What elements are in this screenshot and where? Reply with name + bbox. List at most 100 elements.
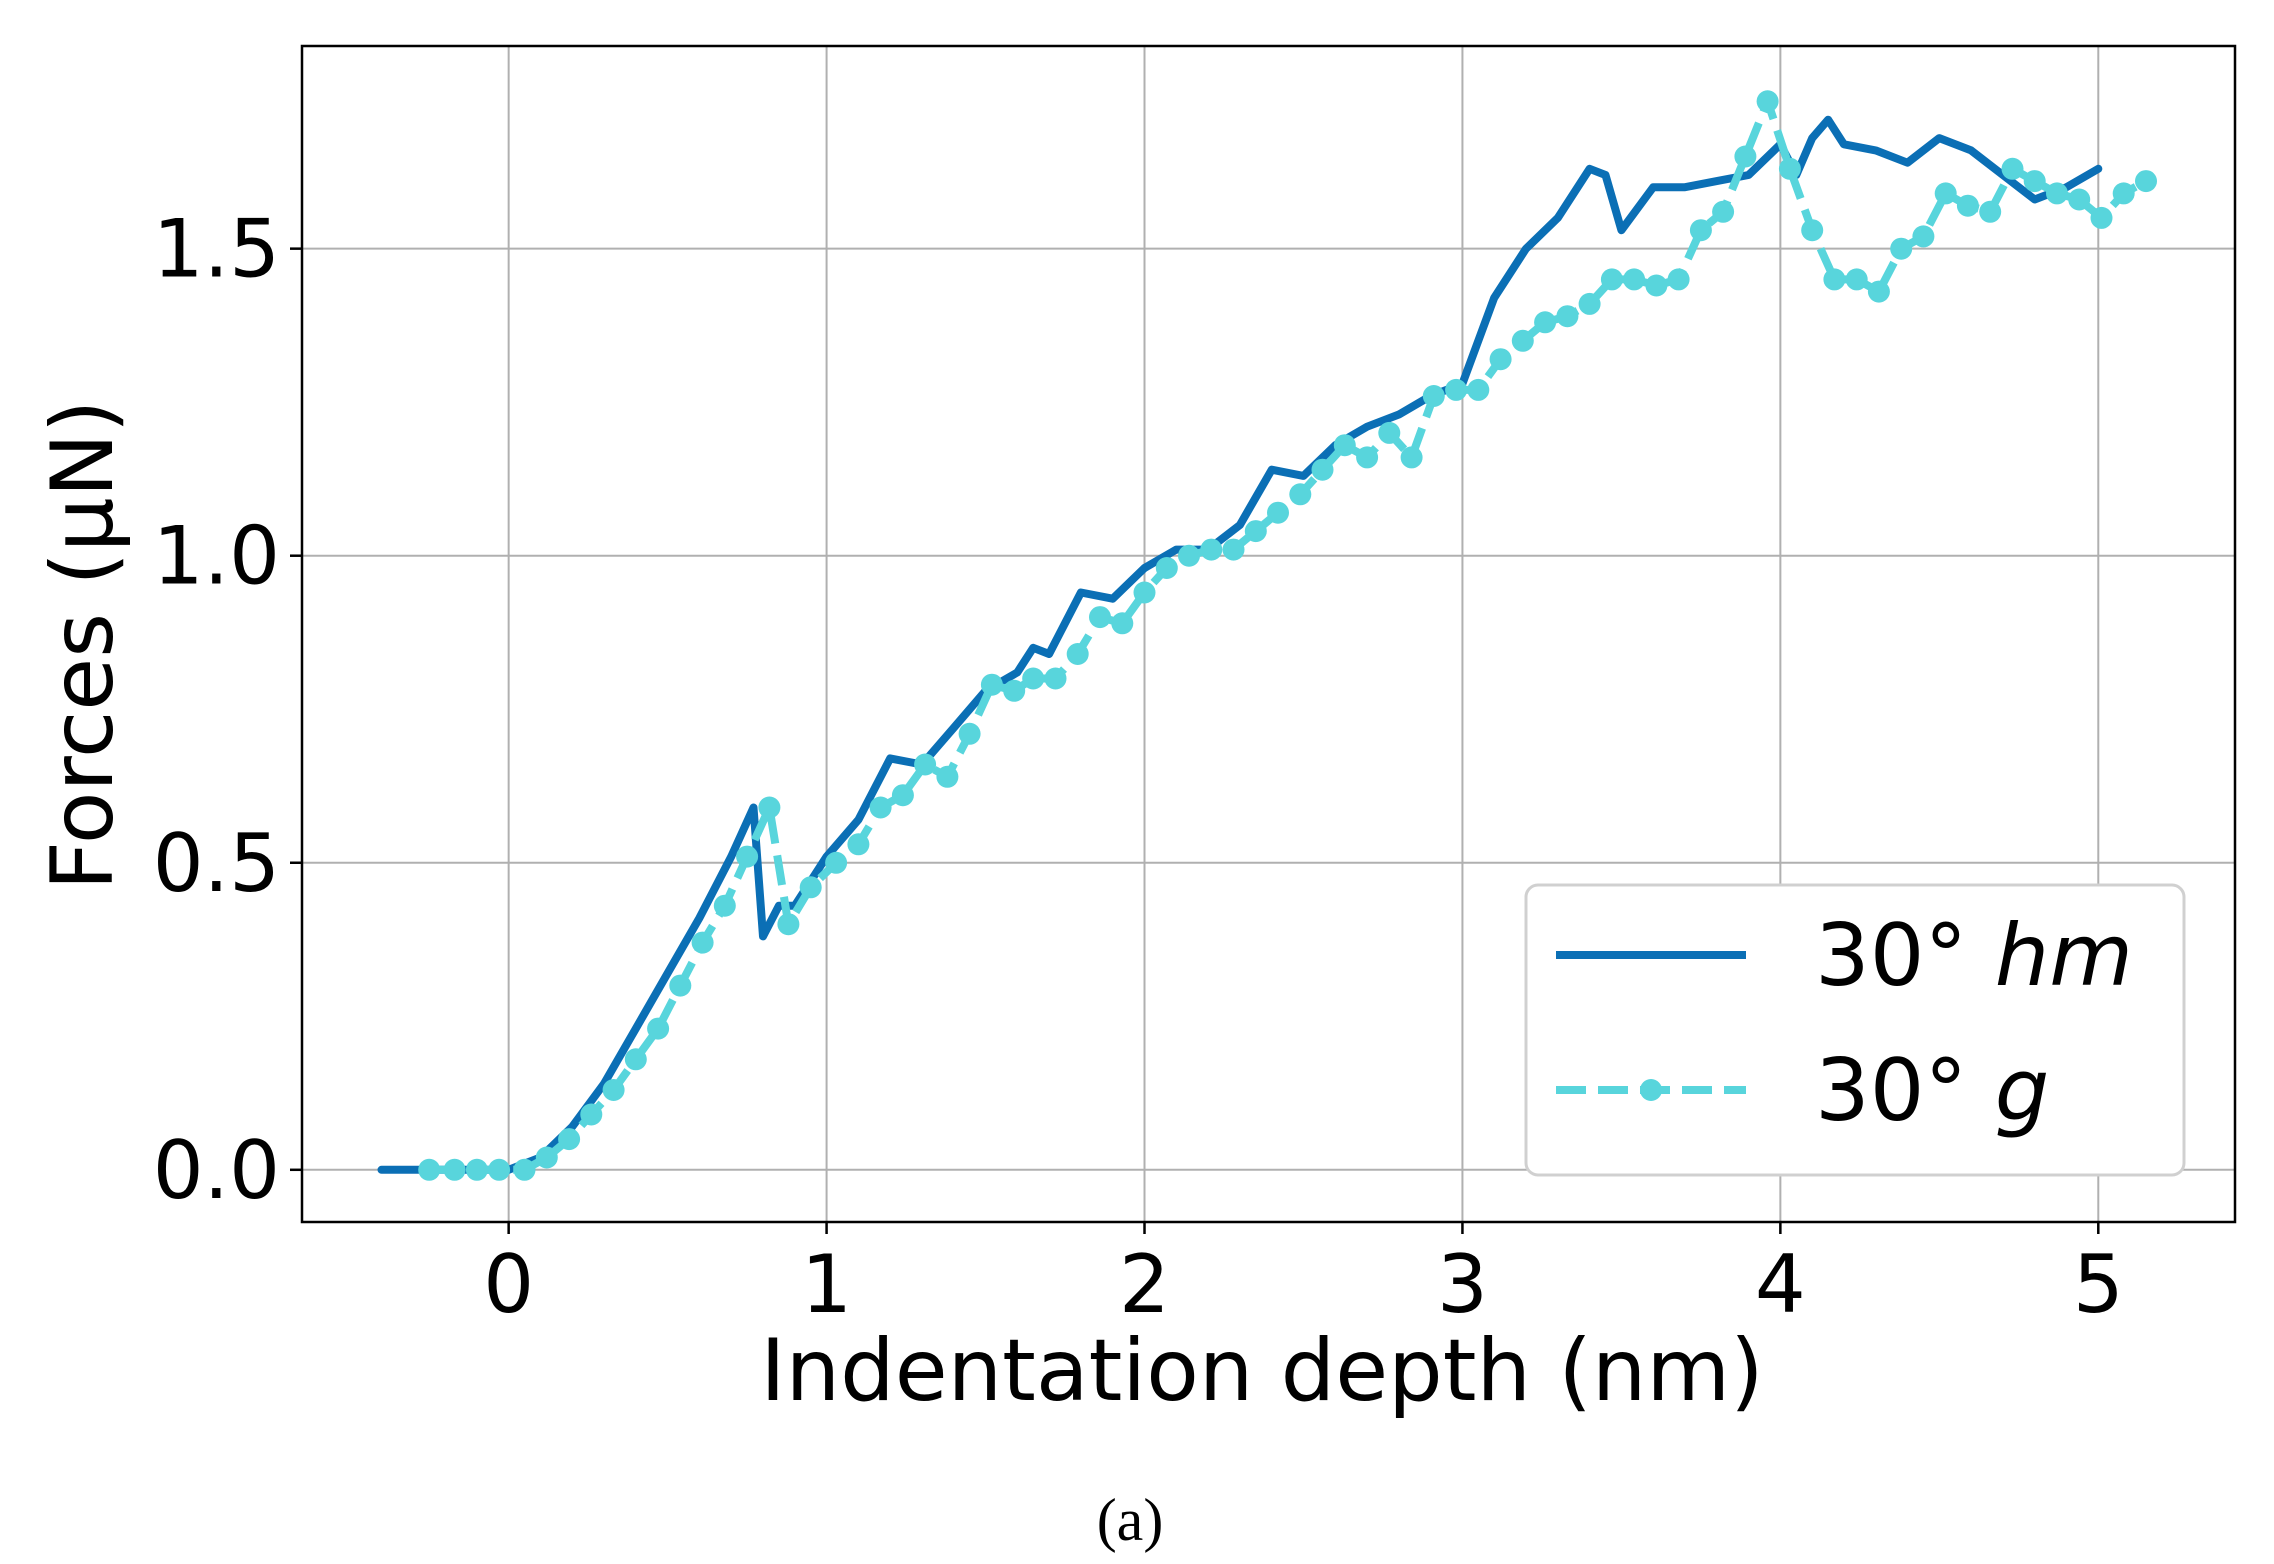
data-point-g-73 [2046,182,2068,205]
data-point-g-21 [891,784,914,807]
data-point-g-37 [1244,520,1267,543]
data-point-g-42 [1356,446,1379,469]
data-point-g-60 [1756,90,1779,113]
data-point-g-0 [418,1158,441,1181]
data-point-g-75 [2090,206,2113,229]
data-point-g-25 [980,673,1003,696]
data-point-g-57 [1689,219,1712,242]
plot-frame [300,44,2237,1224]
legend-g-marker [1640,1079,1662,1101]
data-point-g-2 [465,1158,488,1181]
data-point-g-39 [1289,483,1312,506]
data-point-g-69 [1956,194,1979,217]
legend-g-label: 30° g [1815,1041,2049,1141]
data-point-g-67 [1912,225,1935,248]
y-axis-label: Forces (μN) [33,400,133,891]
data-point-g-64 [1845,268,1868,291]
figure-caption: (a) [1097,1487,1164,1553]
data-point-g-26 [1003,679,1026,702]
data-point-g-61 [1778,157,1801,180]
data-point-g-51 [1556,305,1579,328]
x-tick-label-3: 3 [1437,1238,1488,1331]
legend: 30° hm 30° g [1524,883,2186,1177]
data-point-g-49 [1511,329,1534,352]
data-point-g-72 [2023,170,2046,193]
legend-hm-label: 30° hm [1815,906,2133,1006]
y-tick-label-2: 1.0 [153,510,280,603]
x-tick-label-2: 2 [1119,1238,1170,1331]
data-point-g-9 [624,1048,647,1071]
data-point-g-77 [2135,170,2157,193]
data-point-g-45 [1422,385,1445,407]
data-point-g-53 [1600,268,1623,291]
data-point-g-27 [1022,667,1045,690]
data-point-g-15 [758,796,781,819]
data-point-g-8 [602,1079,625,1101]
data-point-g-10 [647,1017,670,1040]
data-point-g-35 [1200,538,1223,561]
data-point-g-23 [936,765,959,788]
data-point-g-44 [1400,446,1423,469]
data-point-g-48 [1489,348,1512,371]
y-tick-label-0: 0.0 [153,1124,280,1217]
data-point-g-58 [1712,200,1735,223]
data-point-g-68 [1934,182,1957,205]
data-point-g-33 [1155,557,1178,579]
series-layer [377,90,2157,1181]
data-point-g-17 [799,876,822,899]
tick-labels: 0 1 2 3 4 5 0.0 0.5 1.0 1.5 [153,203,2124,1331]
data-point-g-31 [1111,612,1134,635]
data-point-g-38 [1267,501,1289,524]
x-tick-label-0: 0 [483,1238,534,1331]
x-axis-label: Indentation depth (nm) [760,1321,1763,1421]
data-point-g-1 [443,1158,466,1181]
data-point-g-6 [558,1128,581,1151]
data-point-g-22 [914,753,937,776]
data-point-g-40 [1311,458,1334,481]
y-tick-label-1: 0.5 [153,817,280,910]
data-point-g-47 [1467,378,1490,401]
data-point-g-3 [488,1158,511,1181]
data-point-g-59 [1734,145,1757,168]
data-point-g-24 [958,722,981,745]
data-point-g-18 [825,851,848,874]
data-point-g-7 [580,1103,603,1126]
x-tick-label-1: 1 [801,1238,852,1331]
data-point-g-34 [1178,544,1200,567]
data-point-g-54 [1623,268,1646,291]
x-tick-label-4: 4 [1755,1238,1806,1331]
data-point-g-11 [669,974,692,997]
data-point-g-74 [2068,188,2091,211]
data-point-g-65 [1867,280,1890,303]
y-tick-label-3: 1.5 [153,203,280,296]
data-point-g-32 [1133,581,1156,604]
data-point-g-13 [713,894,736,917]
data-point-g-30 [1089,606,1111,629]
data-point-g-56 [1667,268,1690,291]
data-point-g-70 [1979,200,2002,223]
data-point-g-28 [1044,667,1067,690]
series-line-hm [377,115,2103,1174]
data-point-g-16 [777,913,800,936]
data-point-g-5 [535,1146,558,1169]
data-point-g-43 [1378,421,1401,444]
data-point-g-63 [1823,268,1846,291]
data-point-g-46 [1445,378,1468,401]
data-point-g-4 [513,1158,536,1181]
data-point-g-62 [1801,219,1824,242]
data-point-g-41 [1333,434,1356,457]
data-point-g-29 [1066,643,1089,665]
data-point-g-71 [2001,157,2024,180]
data-point-g-19 [847,833,870,856]
data-point-g-14 [736,845,759,868]
x-tick-label-5: 5 [2073,1238,2124,1331]
data-point-g-66 [1890,237,1913,260]
data-point-g-36 [1222,538,1245,561]
data-point-g-76 [2112,182,2135,205]
data-point-g-55 [1645,274,1668,297]
data-point-g-20 [869,796,892,819]
data-point-g-50 [1534,311,1557,334]
data-point-g-12 [691,931,714,954]
